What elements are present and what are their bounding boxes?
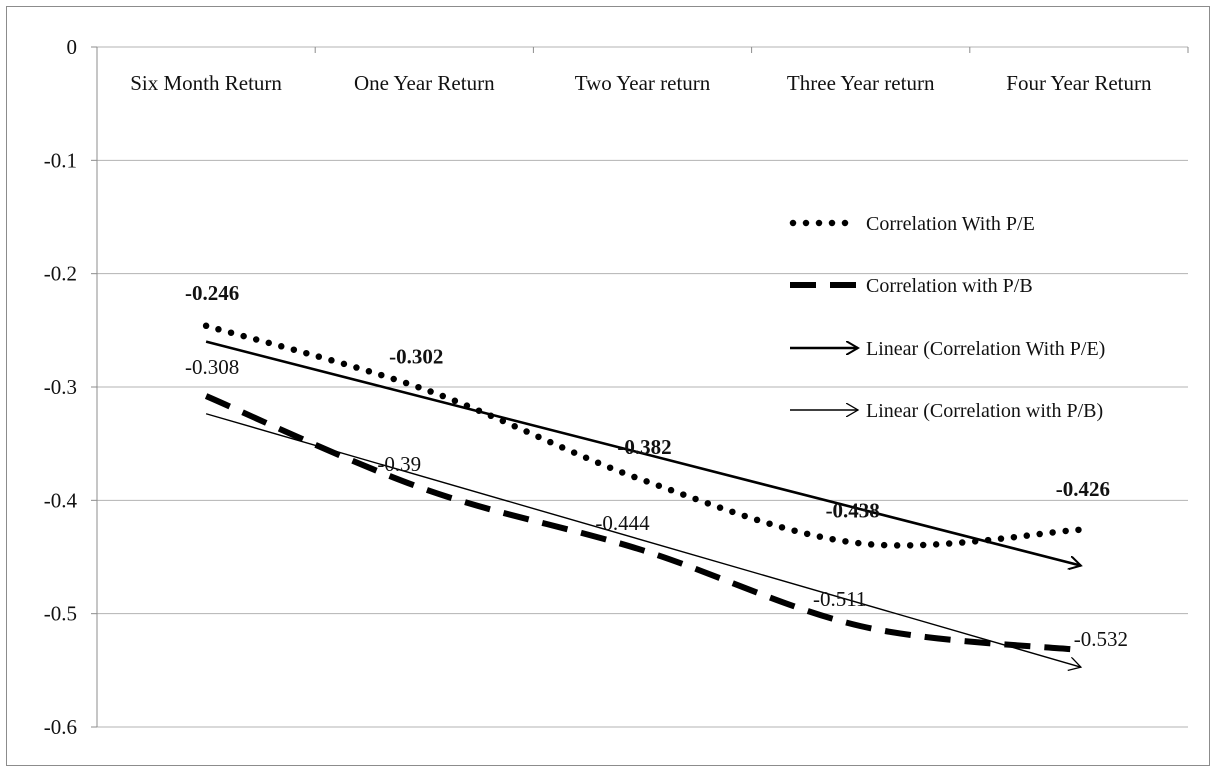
y-tick-label: -0.3 [44,375,77,399]
data-label: -0.246 [185,281,239,305]
series-line-pb [204,393,1080,653]
legend: Correlation With P/E Correlation with P/B… [789,213,1105,422]
legend-label: Correlation With P/E [866,213,1035,235]
data-label: -0.444 [595,511,650,535]
x-category-label: Four Year Return [1006,71,1152,95]
legend-label: Linear (Correlation With P/E) [866,338,1105,360]
x-category-label: One Year Return [354,71,495,95]
data-label: -0.39 [377,452,421,476]
legend-label: Correlation with P/B [866,275,1033,297]
x-category-label: Three Year return [787,71,935,95]
x-category-label: Two Year return [575,71,711,95]
y-tick-label: -0.4 [44,488,78,512]
data-label: -0.511 [813,587,866,611]
trendline-pe [205,340,1081,566]
y-tick-label: -0.1 [44,148,77,172]
trendline-pb [205,413,1081,667]
y-tick-label: -0.2 [44,262,77,286]
data-label: -0.426 [1056,477,1110,501]
data-label: -0.438 [826,498,880,522]
data-label: -0.308 [185,355,239,379]
chart-frame [6,6,1210,766]
data-label: -0.382 [617,435,671,459]
series-line-pe [202,322,1083,549]
y-tick-label: -0.6 [44,715,77,739]
x-category-label: Six Month Return [130,71,282,95]
y-tick-label: -0.5 [44,602,77,626]
data-label: -0.302 [389,344,443,368]
y-tick-label: 0 [67,35,78,59]
legend-label: Linear (Correlation with P/B) [866,400,1103,422]
data-label: -0.532 [1074,627,1128,651]
